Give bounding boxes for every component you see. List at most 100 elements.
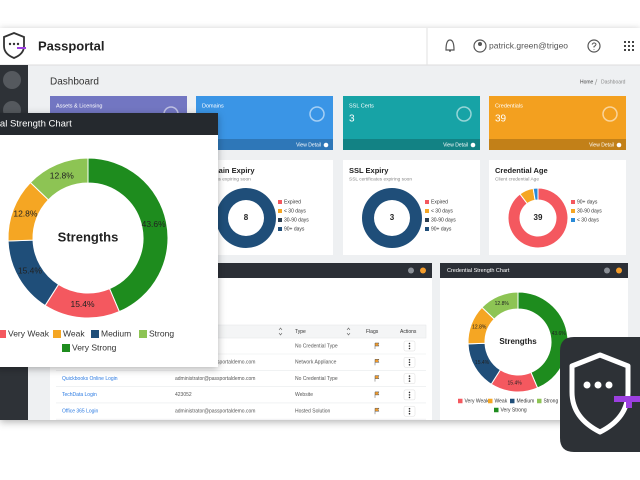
legend-swatch	[571, 200, 575, 204]
legend-label: Expired	[431, 199, 448, 205]
card-icon	[602, 106, 618, 122]
app-icon-shield	[569, 352, 631, 435]
column-header: Type	[295, 329, 306, 335]
panel-control[interactable]	[420, 267, 426, 274]
stat-card	[343, 96, 480, 150]
actions-dot	[408, 347, 411, 350]
view-detail-link[interactable]: View Detail	[296, 142, 321, 148]
chart-subtitle: SSL certificates expiring soon	[349, 176, 412, 182]
legend-swatch	[91, 330, 99, 338]
help-glyph	[591, 42, 597, 50]
popup-header	[0, 113, 218, 135]
logo-dot	[12, 42, 16, 46]
legend-swatch	[278, 218, 282, 222]
donut-slice	[517, 291, 569, 389]
credential-link[interactable]: TechData Login	[62, 392, 97, 398]
logo-shield[interactable]	[3, 32, 25, 59]
slice-label: 43.6%	[552, 331, 567, 337]
cell-text: Website	[295, 392, 313, 398]
user-email[interactable]: patrick.green@trigeo	[489, 40, 568, 50]
app-icon-dot	[605, 381, 613, 389]
legend-swatch	[571, 218, 575, 222]
legend-swatch	[278, 200, 282, 204]
legend-label: 30-90 days	[431, 217, 456, 223]
bell-icon[interactable]	[445, 39, 455, 52]
app-icon	[560, 337, 640, 452]
popup-card	[0, 113, 218, 367]
help-icon[interactable]	[587, 39, 601, 53]
panel-control[interactable]	[604, 267, 610, 274]
chart-subtitle: Domains expiring soon	[202, 176, 251, 182]
app-icon-bg	[560, 337, 640, 452]
view-detail-link[interactable]: View Detail	[589, 142, 614, 148]
cell-text: administrator@passportaldemo.com	[175, 409, 255, 415]
legend-swatch	[425, 209, 429, 213]
breadcrumb[interactable]: Home	[580, 79, 594, 85]
apps-icon[interactable]	[624, 41, 634, 51]
link-arrow	[470, 142, 476, 148]
flag-icon[interactable]	[374, 375, 380, 382]
flag-icon[interactable]	[374, 407, 380, 415]
card-label: SSL Certs	[349, 103, 374, 109]
legend-label: 90+ days	[431, 226, 452, 232]
card-label: Credentials	[495, 103, 523, 109]
cell-text: 423052	[175, 392, 192, 398]
legend-label: Strong	[544, 398, 559, 404]
slice-label: 15.4%	[70, 299, 95, 309]
popup: Credential Strength Chart 43.6% 15.4% 15.4%…	[0, 113, 218, 367]
actions-dot	[408, 375, 411, 377]
app-icon-dot	[594, 381, 602, 389]
stat-card	[196, 96, 333, 150]
cell-text: No Credential Type	[295, 343, 338, 349]
actions-dot	[408, 359, 411, 361]
card-icon	[309, 106, 325, 122]
cell-text: No Credential Type	[295, 376, 338, 382]
cell-text: administrator@passportaldemo.com	[175, 376, 255, 382]
breadcrumb-separator	[594, 78, 598, 86]
actions-dot	[408, 380, 411, 382]
donut-center-label: 8	[244, 213, 249, 222]
legend-swatch	[425, 200, 429, 204]
user-icon[interactable]	[473, 39, 487, 53]
flag-icon[interactable]	[374, 391, 380, 398]
panel-control[interactable]	[616, 267, 622, 274]
legend-label: 30-90 days	[284, 217, 309, 223]
sidebar-item[interactable]	[3, 71, 21, 89]
legend-label: Very Strong	[72, 342, 117, 352]
legend-swatch	[571, 209, 575, 213]
credential-link[interactable]: Office 365 Login	[62, 409, 99, 415]
legend-label: Very Weak	[8, 328, 50, 338]
legend-swatch	[488, 398, 493, 404]
link-arrow	[616, 142, 622, 148]
sort-icon[interactable]	[278, 327, 351, 336]
column-header: Flags	[366, 329, 379, 335]
flag-icon[interactable]	[374, 359, 380, 366]
cell-text: Network Appliance	[295, 360, 337, 366]
donut-slice	[216, 188, 276, 248]
view-detail-link[interactable]: View Detail	[443, 142, 468, 148]
legend-label: 90+ days	[284, 226, 305, 232]
cell-text: Hosted Solution	[295, 409, 331, 415]
legend-swatch	[537, 398, 542, 404]
legend-label: 90+ days	[577, 199, 598, 205]
legend-label: Weak	[495, 398, 508, 404]
app-icon-dot	[583, 381, 591, 389]
donut-slice	[481, 291, 519, 320]
legend-swatch	[425, 227, 429, 231]
slice-label: 12.8%	[13, 208, 38, 218]
legend-swatch	[278, 227, 282, 231]
donut-slice	[87, 157, 169, 313]
donut-slice	[362, 188, 422, 248]
chart-title: Credential Age	[495, 166, 548, 175]
flag-icon[interactable]	[374, 342, 380, 349]
actions-dot	[408, 342, 411, 345]
slice-label: 12.8%	[495, 301, 510, 307]
legend-swatch	[62, 344, 70, 352]
page-title: Dashboard	[50, 77, 99, 88]
panel-control[interactable]	[408, 267, 414, 274]
actions-dot	[408, 361, 411, 364]
legend-swatch	[510, 398, 515, 404]
credential-link[interactable]: Quickbooks Online Login	[62, 376, 118, 382]
logo-dot	[16, 42, 20, 46]
app-name: Passportal	[38, 38, 104, 53]
